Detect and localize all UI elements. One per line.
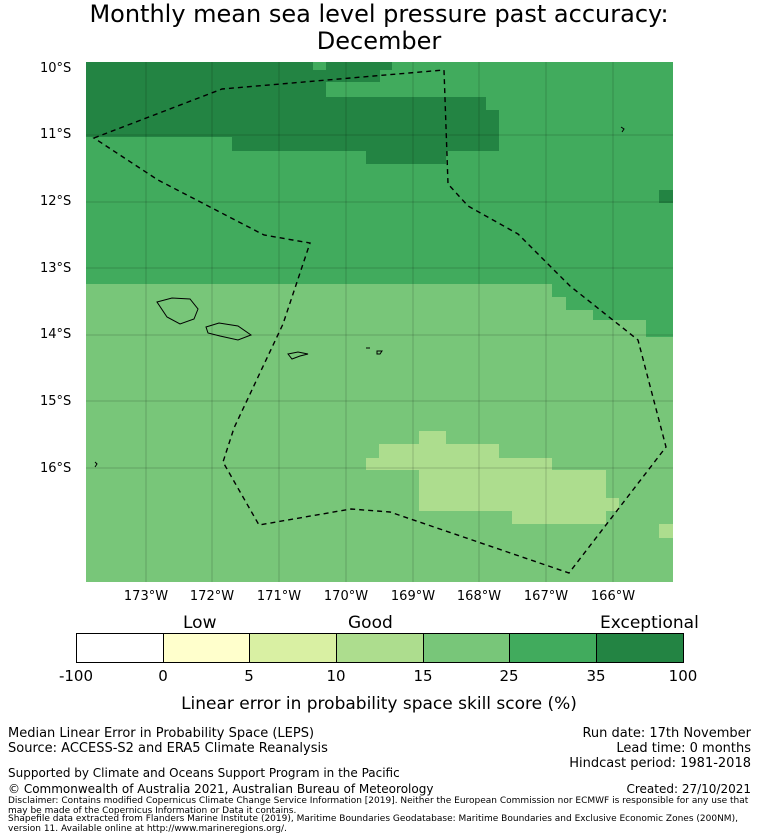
- lat-label: 16°S: [40, 461, 72, 476]
- method-text: Median Linear Error in Probability Space…: [8, 726, 315, 741]
- island-outlines: [94, 126, 625, 468]
- source-text: Source: ACCESS-S2 and ERA5 Climate Reana…: [8, 741, 328, 756]
- colorbar-tick: 15: [413, 667, 433, 685]
- hindcast-period: Hindcast period: 1981-2018: [569, 756, 751, 771]
- colorbar-segment: [76, 633, 164, 663]
- colorbar-tick: -100: [58, 667, 94, 685]
- chart-title: Monthly mean sea level pressure past acc…: [89, 0, 669, 28]
- colorbar-title: Linear error in probability space skill …: [181, 694, 577, 714]
- lon-label: 173°W: [123, 589, 169, 604]
- colorbar-label-exceptional: Exceptional: [600, 613, 699, 633]
- colorbar-label-low: Low: [183, 613, 217, 633]
- gridlines: [86, 62, 673, 582]
- disclaimer-text: Disclaimer: Contains modified Copernicus…: [8, 796, 749, 816]
- created-date: Created: 27/10/2021: [626, 782, 751, 796]
- run-date: Run date: 17th November: [582, 726, 751, 741]
- colorbar: [76, 633, 684, 663]
- upolu-island: [205, 322, 253, 341]
- colorbar-segment: [336, 633, 424, 663]
- map-svg: [86, 62, 673, 582]
- colorbar-segment: [596, 633, 684, 663]
- colorbar-tick: 25: [499, 667, 519, 685]
- lat-label: 15°S: [40, 394, 72, 409]
- lon-label: 171°W: [256, 589, 302, 604]
- lead-time: Lead time: 0 months: [616, 741, 751, 756]
- map-panel: [86, 62, 673, 582]
- chart-subtitle: December: [316, 27, 442, 55]
- colorbar-tick: 0: [158, 667, 168, 685]
- lat-label: 13°S: [40, 261, 72, 276]
- lon-label: 169°W: [390, 589, 436, 604]
- lon-label: 168°W: [456, 589, 502, 604]
- colorbar-segment: [249, 633, 337, 663]
- colorbar-segment: [509, 633, 597, 663]
- lat-label: 11°S: [40, 127, 72, 142]
- lat-label: 14°S: [40, 327, 72, 342]
- eez-boundary: [92, 69, 667, 574]
- lon-label: 166°W: [590, 589, 636, 604]
- colorbar-tick: 35: [586, 667, 606, 685]
- support-text: Supported by Climate and Oceans Support …: [8, 766, 400, 780]
- exceptional-cell: [659, 190, 673, 203]
- exceptional-region: [86, 62, 499, 164]
- lat-label: 10°S: [40, 61, 72, 76]
- lat-label: 12°S: [40, 194, 72, 209]
- colorbar-label-good: Good: [348, 613, 393, 633]
- tokelau-atoll: [620, 126, 625, 133]
- colorbar-segment: [163, 633, 250, 663]
- colorbar-tick: 100: [668, 667, 698, 685]
- lon-label: 172°W: [189, 589, 235, 604]
- savaii-island: [156, 297, 199, 325]
- good-region: [366, 431, 619, 524]
- colorbar-tick: 5: [244, 667, 254, 685]
- copyright-text: © Commonwealth of Australia 2021, Austra…: [8, 782, 434, 796]
- colorbar-segment: [423, 633, 510, 663]
- tutuila-island: [287, 351, 309, 360]
- manua-islands: [366, 347, 383, 355]
- colorbar-tick: 10: [326, 667, 346, 685]
- shapefile-text: Shapefile data extracted from Flanders M…: [8, 814, 738, 834]
- lon-label: 170°W: [323, 589, 369, 604]
- lon-label: 167°W: [523, 589, 569, 604]
- good-cell: [659, 524, 673, 538]
- wallis-island: [94, 461, 98, 468]
